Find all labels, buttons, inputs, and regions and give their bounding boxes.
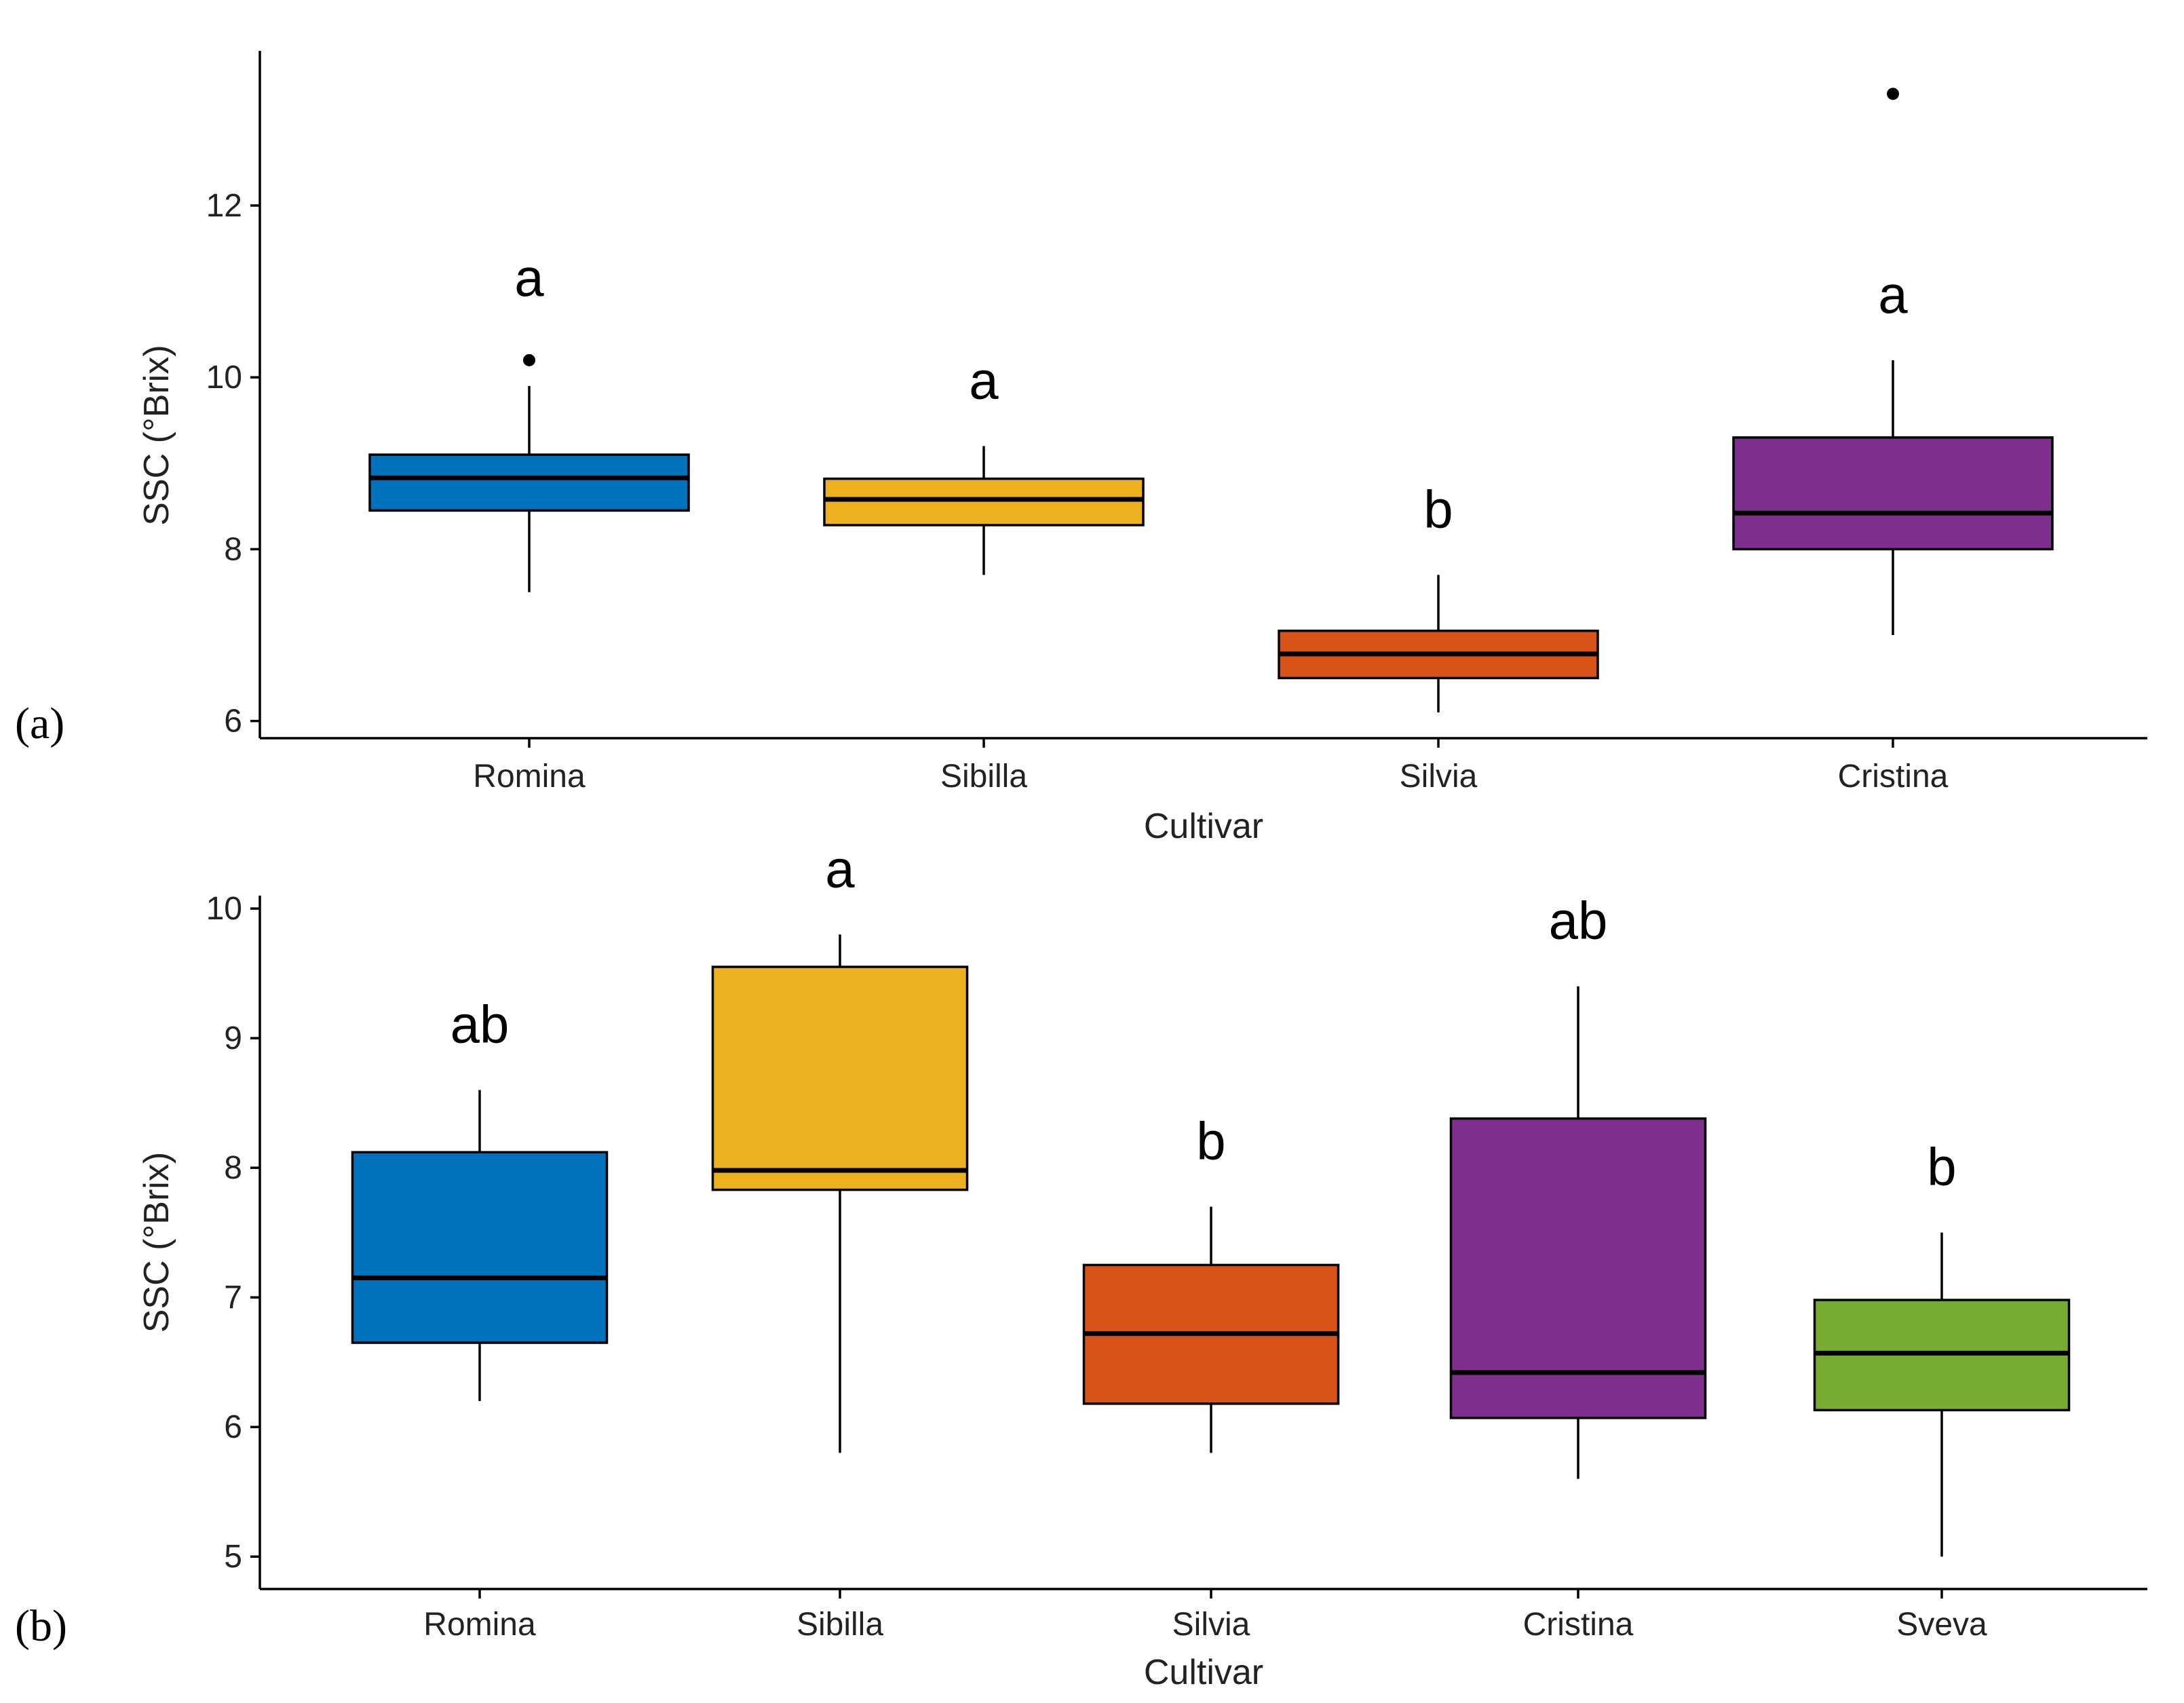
y-tick-label: 12: [206, 188, 242, 224]
y-tick-label: 10: [206, 360, 242, 396]
x-axis-title: Cultivar: [1144, 1653, 1263, 1692]
significance-letter: a: [825, 839, 855, 898]
box-sibilla: [823, 477, 1145, 527]
significance-letter: b: [1196, 1111, 1225, 1170]
panel-b: 5 6 7 8 9 10 Romina ab Sibilla a Silvia b Cristina ab…: [15, 839, 2147, 1692]
y-tick-label: 8: [224, 531, 242, 567]
x-tick-label: Romina: [473, 759, 586, 795]
panel-a: 6 8 10 12 Romina a Sibilla a Silvia b Cristina a Cul…: [15, 51, 2147, 846]
x-tick-label: Silvia: [1400, 759, 1478, 795]
significance-letter: b: [1423, 479, 1453, 539]
y-tick-label: 10: [206, 891, 242, 927]
x-tick-label: Romina: [423, 1607, 536, 1643]
x-tick-label: Sibilla: [797, 1607, 883, 1643]
significance-letter: a: [1878, 265, 1908, 324]
x-tick-label: Sveva: [1896, 1607, 1987, 1643]
significance-letter: ab: [1549, 891, 1608, 951]
box-cristina: [1449, 1117, 1707, 1419]
x-tick-label: Cristina: [1523, 1607, 1634, 1643]
panel-label: (b): [15, 1601, 67, 1651]
y-axis-title: SSC (°Brix): [137, 1152, 176, 1333]
y-axis-title: SSC (°Brix): [137, 345, 176, 525]
panel-label: (a): [15, 699, 64, 748]
significance-letter: b: [1927, 1137, 1956, 1197]
x-axis-title: Cultivar: [1144, 807, 1263, 846]
significance-letter: ab: [451, 995, 510, 1054]
box-sibilla: [711, 965, 969, 1191]
y-tick-label: 5: [224, 1539, 242, 1575]
significance-letter: a: [969, 350, 999, 410]
x-tick-label: Cristina: [1838, 759, 1949, 795]
outlier-point: [523, 353, 535, 366]
y-tick-label: 6: [224, 704, 242, 740]
y-tick-label: 9: [224, 1020, 242, 1056]
x-tick-label: Silvia: [1172, 1607, 1250, 1643]
x-tick-label: Sibilla: [940, 759, 1027, 795]
box-cristina: [1732, 436, 2054, 551]
box-romina: [351, 1151, 609, 1344]
y-tick-label: 8: [224, 1150, 242, 1186]
outlier-point: [1887, 88, 1899, 100]
box-romina: [368, 453, 690, 512]
y-tick-label: 6: [224, 1409, 242, 1445]
significance-letter: a: [514, 248, 544, 307]
y-tick-label: 7: [224, 1280, 242, 1316]
